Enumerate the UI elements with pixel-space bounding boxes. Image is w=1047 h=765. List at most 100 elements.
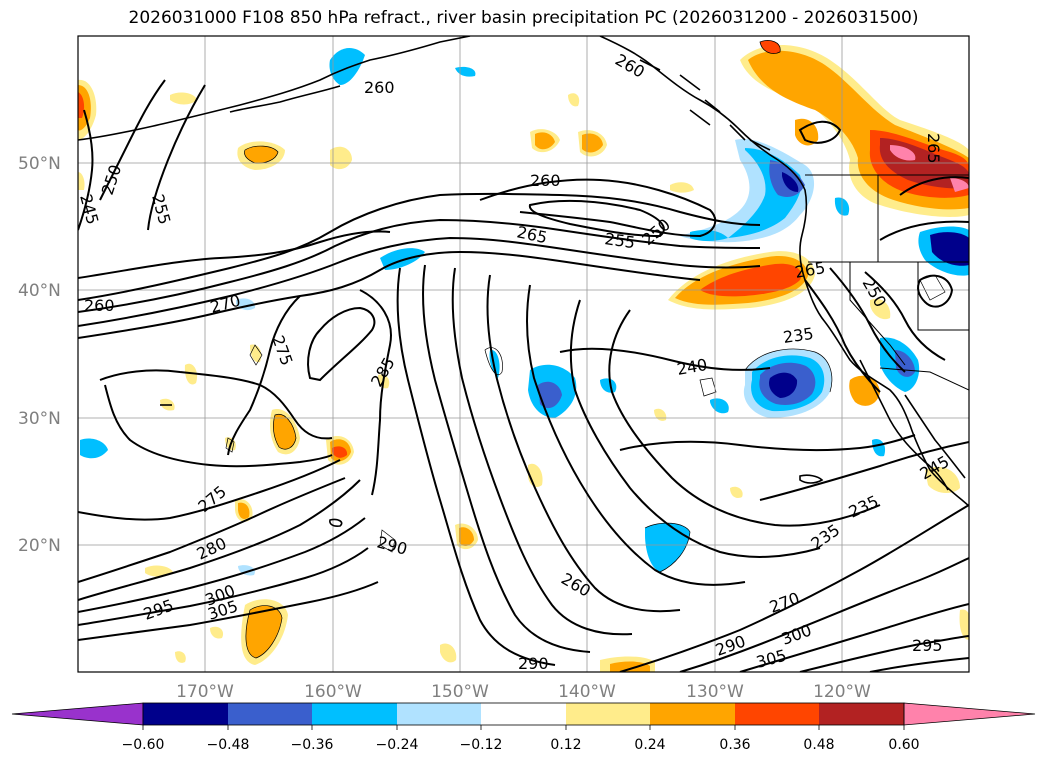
contour-horseshoe-6 [569,299,821,558]
contour-s-4 [78,517,366,613]
precip-region-yellow6 [670,182,694,193]
colorbar-frame [142,702,905,726]
gridlines [78,36,969,672]
contour-se-3 [739,603,969,672]
precip-region-yellow25 [568,93,580,107]
lat-label-40n: 40°N [18,281,61,301]
latitude-labels: 50°N 40°N 30°N 20°N [18,154,61,556]
precip-region-bc-navy [782,172,799,192]
precip-region-yellow28 [870,298,891,320]
precip-region-yellow26 [175,651,186,663]
precip-region-orange14 [610,661,650,672]
border-us-mexico [879,367,969,391]
map-background [78,36,969,672]
contour-ne-1 [798,120,842,144]
coastline-alaska-peninsula [229,85,341,113]
contour-label: 295 [912,636,943,655]
colorbar-segment [481,703,566,725]
coastline-panhandle [599,36,969,507]
contour-270-west [78,230,391,279]
coastline-islands [639,59,771,151]
precip-region-yellow27 [210,626,224,639]
contour-ne-5 [899,176,969,196]
precip-region-yellow15 [959,609,969,640]
map-frame [77,35,970,673]
colorbar-tick-label: 0.60 [888,737,919,753]
contour-s-2 [78,477,346,583]
contour-275-loop [227,295,301,456]
contour-label: 260 [530,171,561,190]
precip-region-small-blue7 [872,438,886,457]
contour-s-1 [78,459,341,521]
contour-se-2 [679,557,969,672]
precip-region-orange3 [535,132,555,150]
contour-inner-235 [619,434,916,452]
precip-region-red8 [332,446,348,458]
longitude-labels: 170°W 160°W 150°W 140°W 130°W 120°W [176,682,871,702]
precip-region-ne-pink [890,145,969,192]
contour-nw-3 [78,109,94,231]
coastlines [78,36,969,507]
contour-se-5 [869,657,969,672]
precip-region-orange7 [273,414,296,450]
precip-region-alaska-blue [329,48,365,85]
contour-label: 260 [84,296,115,315]
precip-region-orange9 [238,502,250,519]
colorbar-tick-label: −0.36 [291,737,334,753]
precip-region-yellow5 [170,92,197,105]
lon-label-140w: 140°W [558,682,616,702]
colorbar-tick-label: 0.48 [803,737,834,753]
contour-horseshoe-3 [451,267,633,636]
contour-ne-loop [916,274,954,308]
colorbar-segment [650,703,735,725]
lat-label-50n: 50°N [18,154,61,174]
colorbar-tick-label: 0.24 [634,737,665,753]
colorbar-tick-label: −0.24 [376,737,419,753]
contour-240 [559,347,771,371]
colorbar-segment [143,703,228,725]
colorbar-extend-high [903,702,1036,726]
colorbar-segment [228,703,312,725]
border-ca-nv [849,262,906,366]
contour-4 [78,250,701,339]
lon-label-130w: 130°W [686,682,744,702]
colorbar-segment [819,703,904,725]
precip-region-orange1 [244,146,278,164]
contour-horseshoe-2 [422,264,591,653]
colorbar-tick-label: −0.12 [460,737,503,753]
small-contour-blobs [160,404,824,527]
refractivity-contours [78,79,969,672]
contour-275-arc [99,369,333,440]
contour-260-north [479,178,717,238]
precip-region-orange11 [459,527,474,546]
contour-label: 265 [924,133,943,164]
contour-blob-2 [329,518,343,527]
contour-label: 255 [603,229,636,252]
contour-285-loop [359,289,392,496]
precip-region-ne-small [795,118,819,146]
contour-w-inner [307,306,376,382]
contour-nw-1 [99,79,166,201]
contour-nw-2 [147,84,206,231]
lat-label-30n: 30°N [18,409,61,429]
contour-2 [78,218,761,313]
precip-region-central-darkblue [538,381,562,409]
colorbar-extend-low [11,702,144,726]
contour-s-6 [78,581,379,641]
colorbar-tick-label: 0.12 [550,737,581,753]
colorbar: −0.60 −0.48 −0.36 −0.24 −0.12 0.12 0.24 … [11,702,1036,753]
contour-ne-4 [864,271,946,361]
contour-se-1 [619,504,969,672]
precip-region-yellow21 [730,486,743,498]
colorbar-tick-label: −0.60 [122,737,165,753]
contour-horseshoe-4 [486,274,681,613]
colorbar-segment [566,703,650,725]
contour-horseshoe-5 [525,284,746,586]
precip-region-east-navy [930,232,969,266]
precip-region-yellow18 [145,565,173,577]
lon-label-120w: 120°W [813,682,871,702]
coastline-baja [859,359,949,491]
contour-horseshoe-7 [608,309,881,527]
contour-s-5 [78,547,369,626]
